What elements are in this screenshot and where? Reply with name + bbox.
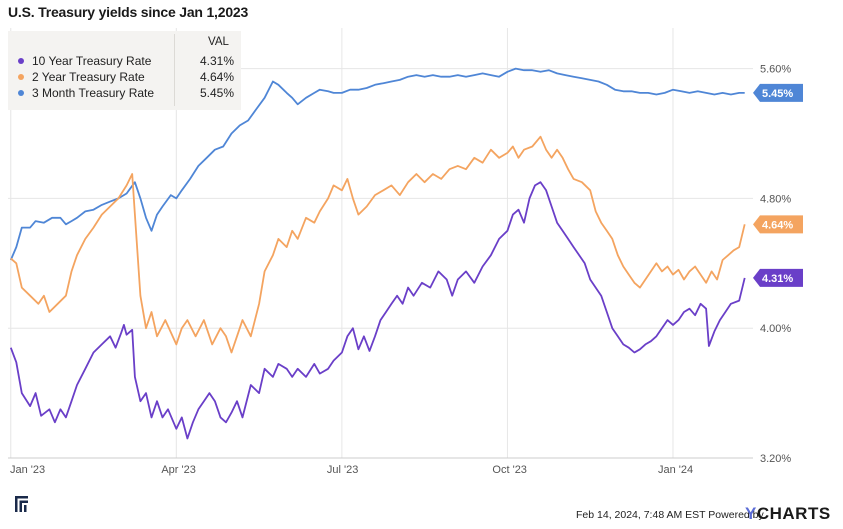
series-line-2 (9, 67, 745, 261)
legend-divider (174, 34, 175, 106)
x-tick-label: Jan '24 (658, 464, 693, 476)
legend-val-header: VAL (208, 36, 229, 48)
end-label-text-1: 4.64% (762, 219, 793, 231)
x-tick-label: Apr '23 (161, 464, 196, 476)
legend-item-2y[interactable]: 2 Year Treasury Rate 4.64% (16, 69, 238, 85)
legend-dot-10y (18, 58, 24, 64)
legend-label-10y: 10 Year Treasury Rate (32, 54, 152, 68)
ycharts-logo-y: Y (745, 504, 757, 523)
y-tick-label: 5.60% (760, 64, 791, 76)
ycharts-logo-text: CHARTS (756, 504, 831, 523)
legend-item-3m[interactable]: 3 Month Treasury Rate 5.45% (16, 85, 238, 101)
legend-value-3m: 5.45% (200, 86, 235, 100)
end-label-tag-1 (753, 215, 803, 234)
x-tick-label: Jan '23 (10, 464, 45, 476)
end-label-tag-0 (753, 268, 803, 287)
end-label-tag-2 (753, 83, 803, 102)
x-tick-label: Jul '23 (327, 464, 358, 476)
end-label-0: 4.31% (753, 268, 803, 287)
legend-value-10y: 4.31% (200, 54, 235, 68)
end-label-1: 4.64% (753, 215, 803, 234)
legend-label-3m: 3 Month Treasury Rate (32, 86, 155, 100)
legend: VAL 10 Year Treasury Rate 4.31% 2 Year T… (8, 31, 241, 110)
legend-item-10y[interactable]: 10 Year Treasury Rate 4.31% (16, 53, 238, 69)
y-axis: 5.60% 4.80% 4.00% 3.20% (760, 64, 791, 465)
ycharts-logo[interactable]: YCHARTS (745, 504, 831, 524)
end-label-text-0: 4.31% (762, 273, 793, 285)
grid-lines (8, 28, 753, 459)
end-label-text-2: 5.45% (762, 88, 793, 100)
legend-value-2y: 4.64% (200, 70, 235, 84)
chart-title: U.S. Treasury yields since Jan 1,2023 (8, 4, 249, 20)
legend-dot-3m (18, 90, 24, 96)
y-tick-label: 4.80% (760, 193, 791, 205)
series-lines (9, 67, 746, 440)
legend-dot-2y (18, 74, 24, 80)
y-tick-label: 4.00% (760, 323, 791, 335)
ycharts-flag-icon (15, 496, 28, 512)
series-line-1 (10, 135, 746, 354)
x-axis: Jan '23 Apr '23 Jul '23 Oct '23 Jan '24 (10, 464, 693, 476)
x-tick-label: Oct '23 (492, 464, 527, 476)
y-tick-label: 3.20% (760, 453, 791, 465)
footer-timestamp: Feb 14, 2024, 7:48 AM EST Powered by (576, 509, 764, 521)
end-labels: 4.31% 4.64% 5.45% (753, 83, 803, 287)
legend-label-2y: 2 Year Treasury Rate (32, 70, 145, 84)
end-label-2: 5.45% (753, 83, 803, 102)
series-line-0 (9, 181, 746, 440)
